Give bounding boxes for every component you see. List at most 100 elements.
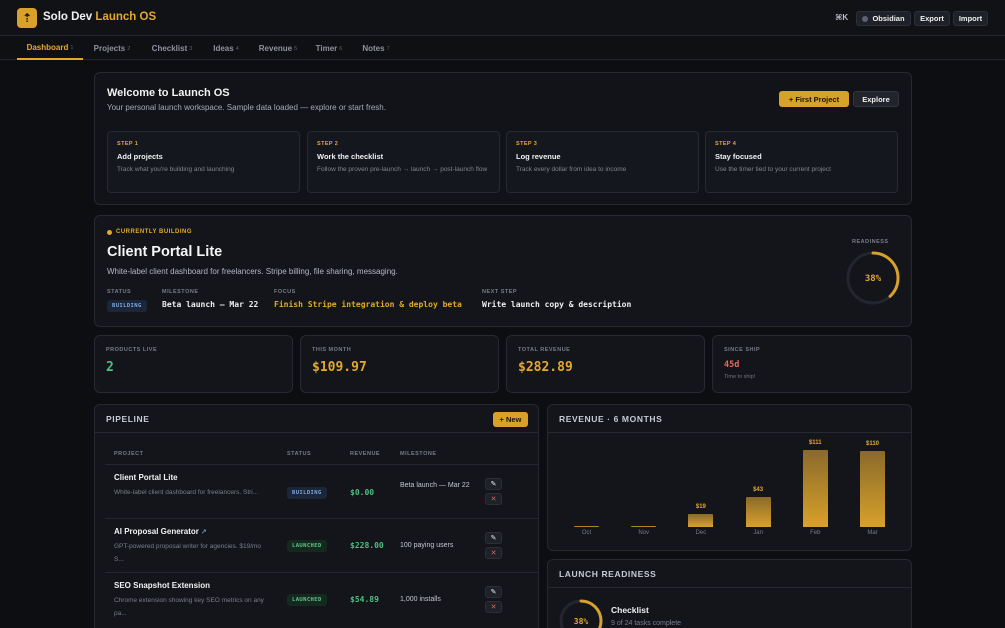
bar-category-label: Dec bbox=[695, 530, 707, 536]
bar-category-label: Mar bbox=[867, 530, 878, 536]
currently-building-tag: CURRENTLY BUILDING bbox=[107, 229, 192, 235]
revenue-bar[interactable] bbox=[860, 450, 885, 527]
first-project-button[interactable]: + First Project bbox=[779, 91, 849, 107]
obsidian-button[interactable]: Obsidian bbox=[856, 11, 911, 26]
edit-button[interactable]: ✎ bbox=[485, 478, 502, 490]
focus-value: Finish Stripe integration & deploy beta bbox=[274, 300, 462, 309]
readiness-value: 38% bbox=[865, 274, 882, 284]
column-header-revenue[interactable]: REVENUE bbox=[350, 451, 381, 457]
tab-revenue[interactable]: Revenue 5 bbox=[258, 44, 298, 53]
table-row[interactable]: SEO Snapshot Extension Chrome extension … bbox=[105, 572, 538, 626]
stat-label: SINCE SHIP bbox=[724, 347, 761, 353]
stat-label: TOTAL REVENUE bbox=[518, 347, 571, 353]
tab-timer[interactable]: Timer 6 bbox=[315, 44, 343, 53]
stat-since-ship: SINCE SHIP 45d Time to ship! bbox=[712, 335, 912, 393]
export-button[interactable]: Export bbox=[914, 11, 950, 26]
tab-projects[interactable]: Projects 2 bbox=[93, 44, 131, 53]
step-card: STEP 1 Add projects Track what you're bu… bbox=[107, 131, 300, 193]
revenue-bar[interactable] bbox=[631, 526, 657, 527]
checklist-ring: 38% bbox=[559, 599, 603, 628]
project-name[interactable]: SEO Snapshot Extension bbox=[114, 581, 211, 590]
tab-ideas[interactable]: Ideas 4 bbox=[213, 44, 239, 53]
step-desc: Track every dollar from idea to income bbox=[516, 166, 627, 173]
current-project-title: Client Portal Lite bbox=[107, 244, 223, 260]
checklist-progress-text: 9 of 24 tasks complete bbox=[611, 620, 682, 627]
project-desc: GPT-powered proposal writer for agencies… bbox=[114, 543, 262, 563]
bar-value-label: $110 bbox=[865, 440, 880, 447]
current-project-card[interactable]: CURRENTLY BUILDING Client Portal Lite Wh… bbox=[94, 215, 912, 327]
milestone-value: Beta launch — Mar 22 bbox=[162, 300, 259, 309]
app-title: Solo Dev Launch OS bbox=[43, 11, 157, 23]
checklist-pct: 38% bbox=[574, 617, 589, 626]
bar-category-label: Oct bbox=[581, 530, 592, 536]
launch-readiness-panel: LAUNCH READINESS 38% Checklist 9 of 24 t… bbox=[547, 559, 912, 628]
main-nav: Dashboard 1 Projects 2 Checklist 3 Ideas 4 R… bbox=[0, 37, 1005, 60]
delete-button[interactable]: ✕ bbox=[485, 493, 502, 505]
tab-notes[interactable]: Notes 7 bbox=[362, 44, 390, 53]
welcome-subtitle: Your personal launch workspace. Sample d… bbox=[107, 103, 386, 112]
step-card: STEP 4 Stay focused Use the timer tied t… bbox=[705, 131, 898, 193]
stat-products-live: PRODUCTS LIVE 2 bbox=[94, 335, 293, 393]
project-milestone: 1,000 installs bbox=[400, 596, 441, 603]
close-icon: ✕ bbox=[490, 550, 497, 557]
delete-button[interactable]: ✕ bbox=[485, 601, 502, 613]
bar-value-label: $19 bbox=[695, 503, 706, 510]
status-badge: LAUNCHED bbox=[287, 594, 327, 606]
project-milestone: Beta launch — Mar 22 bbox=[400, 482, 470, 489]
delete-button[interactable]: ✕ bbox=[485, 547, 502, 559]
step-label: STEP 1 bbox=[117, 141, 139, 147]
app-logo[interactable]: ⇡ bbox=[17, 8, 37, 28]
focus-label: FOCUS bbox=[274, 289, 296, 295]
table-row[interactable]: Client Portal Lite White-label client da… bbox=[105, 464, 538, 518]
project-milestone: 100 paying users bbox=[400, 542, 454, 549]
project-name[interactable]: Client Portal Lite bbox=[114, 473, 178, 482]
step-desc: Follow the proven pre-launch → launch → … bbox=[317, 166, 488, 173]
step-desc: Track what you're building and launching bbox=[117, 166, 235, 173]
revenue-header: REVENUE · 6 MONTHS bbox=[548, 405, 911, 433]
step-title: Add projects bbox=[117, 152, 163, 161]
new-project-button[interactable]: + New bbox=[493, 412, 528, 427]
stat-label: PRODUCTS LIVE bbox=[106, 347, 158, 353]
tab-checklist[interactable]: Checklist 3 bbox=[151, 44, 193, 53]
table-row[interactable]: AI Proposal Generator ↗ GPT-powered propo… bbox=[105, 518, 538, 572]
pipeline-header: PIPELINE + New bbox=[95, 405, 538, 433]
revenue-bar[interactable] bbox=[745, 497, 771, 527]
project-revenue: $54.89 bbox=[350, 595, 379, 604]
external-link-icon[interactable]: ↗ bbox=[200, 529, 207, 536]
stat-value: $282.89 bbox=[518, 360, 573, 375]
bar-category-label: Jan bbox=[753, 530, 763, 536]
top-bar: ⇡ Solo Dev Launch OS ⌘K Obsidian Export … bbox=[0, 0, 1005, 36]
status-label: STATUS bbox=[107, 289, 132, 295]
column-header-project[interactable]: PROJECT bbox=[114, 451, 144, 457]
column-header-status[interactable]: STATUS bbox=[287, 451, 312, 457]
project-desc: Chrome extension showing key SEO metrics… bbox=[114, 597, 264, 617]
pencil-icon: ✎ bbox=[490, 535, 497, 542]
stat-label: THIS MONTH bbox=[312, 347, 352, 353]
project-desc: White-label client dashboard for freelan… bbox=[114, 489, 259, 496]
edit-button[interactable]: ✎ bbox=[485, 586, 502, 598]
stat-this-month: THIS MONTH $109.97 bbox=[300, 335, 499, 393]
revenue-bar[interactable] bbox=[574, 526, 599, 527]
welcome-title: Welcome to Launch OS bbox=[107, 87, 230, 99]
project-name[interactable]: AI Proposal Generator ↗ bbox=[114, 527, 207, 536]
revenue-bar[interactable] bbox=[688, 513, 714, 527]
launch-readiness-title: LAUNCH READINESS bbox=[559, 569, 657, 579]
explore-button[interactable]: Explore bbox=[853, 91, 899, 107]
status-badge: BUILDING bbox=[287, 487, 327, 499]
pipeline-panel: PIPELINE + New PROJECT STATUS REVENUE MI… bbox=[94, 404, 539, 628]
column-header-milestone[interactable]: MILESTONE bbox=[400, 451, 437, 457]
edit-button[interactable]: ✎ bbox=[485, 532, 502, 544]
bar-value-label: $111 bbox=[808, 440, 822, 446]
step-label: STEP 2 bbox=[317, 141, 339, 147]
revenue-chart-panel: REVENUE · 6 MONTHS Oct Nov Dec $19 Jan $43 Feb… bbox=[547, 404, 912, 551]
revenue-bar[interactable] bbox=[802, 450, 828, 527]
status-dot-icon bbox=[107, 229, 112, 235]
revenue-bar-chart: Oct Nov Dec $19 Jan $43 Feb $111 Mar $110 bbox=[548, 433, 913, 552]
next-step-value: Write launch copy & description bbox=[482, 300, 632, 309]
command-palette-shortcut[interactable]: ⌘K bbox=[835, 13, 849, 22]
obsidian-icon bbox=[862, 15, 869, 22]
import-button[interactable]: Import bbox=[953, 11, 988, 26]
tab-dashboard[interactable]: Dashboard 1 bbox=[17, 37, 83, 60]
stat-value: 45d bbox=[724, 360, 740, 370]
stat-note: Time to ship! bbox=[724, 374, 756, 380]
